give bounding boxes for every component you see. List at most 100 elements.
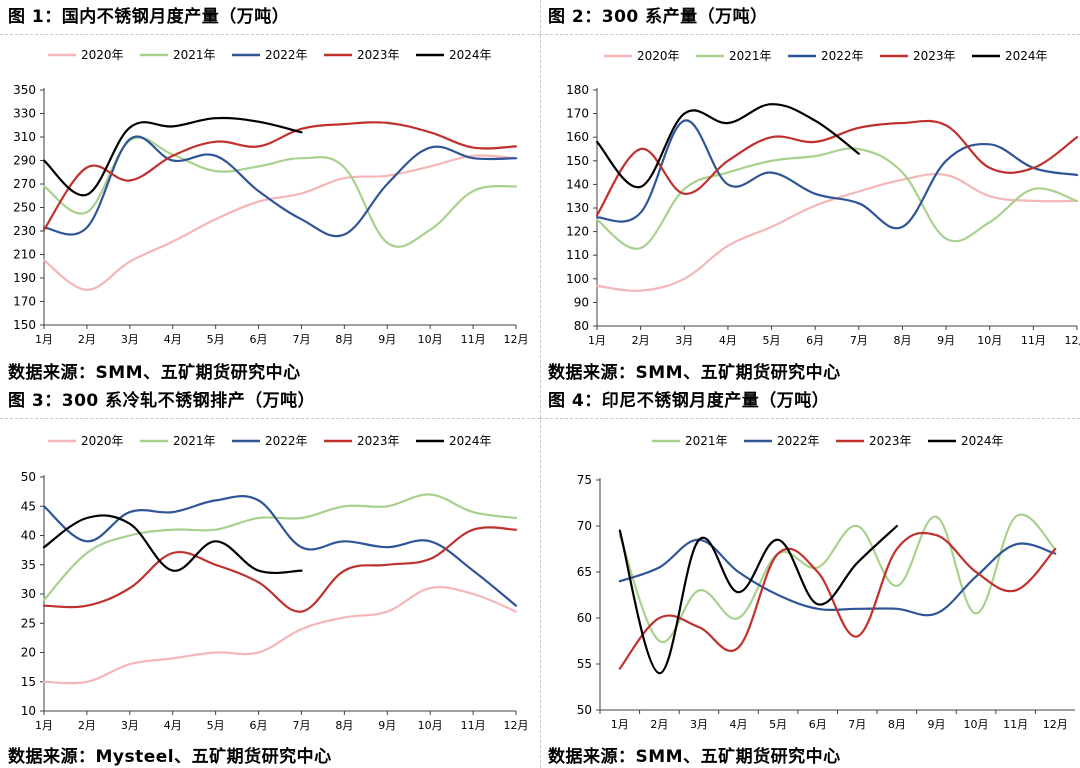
x-tick-label: 7月 <box>848 718 866 731</box>
x-tick-label: 3月 <box>121 719 139 732</box>
legend-label: 2024年 <box>449 434 492 448</box>
line-chart: 150 170 190 210 230 250 270 290 310 330 350 1月 2月 3月 4… <box>13 48 528 346</box>
y-tick-label: 25 <box>21 616 36 630</box>
x-tick-label: 3月 <box>121 333 139 346</box>
chart-panel-1: 图 1：国内不锈钢月度产量（万吨） 150 170 190 210 230 250 270 2… <box>0 0 540 384</box>
chart-source: 数据来源：SMM、五矿期货研究中心 <box>548 747 841 767</box>
y-tick-label: 120 <box>566 225 589 239</box>
legend-label: 2020年 <box>637 49 680 63</box>
x-tick-label: 6月 <box>250 719 268 732</box>
y-tick-label: 50 <box>577 703 592 717</box>
x-tick-label: 3月 <box>675 334 693 347</box>
x-tick-label: 10月 <box>418 719 443 732</box>
series-line-2021年 <box>42 136 518 248</box>
y-tick-label: 40 <box>21 529 36 543</box>
series-line-2022年 <box>42 135 518 238</box>
y-tick-label: 10 <box>21 704 36 718</box>
legend-label: 2022年 <box>821 49 864 63</box>
legend-label: 2023年 <box>913 49 956 63</box>
legend-label: 2023年 <box>869 434 912 448</box>
x-tick-label: 9月 <box>937 334 955 347</box>
x-tick-label: 4月 <box>730 718 748 731</box>
x-tick-label: 4月 <box>719 334 737 347</box>
series-line-2022年 <box>618 538 1057 617</box>
y-tick-label: 330 <box>13 107 36 121</box>
y-tick-label: 170 <box>566 107 589 121</box>
series-line-2023年 <box>42 526 518 613</box>
series-line-2023年 <box>42 121 518 231</box>
series-line-2021年 <box>618 513 1057 644</box>
x-tick-label: 12月 <box>504 719 529 732</box>
x-tick-label: 1月 <box>588 334 606 347</box>
chart-source: 数据来源：SMM、五矿期货研究中心 <box>8 363 301 383</box>
y-tick-label: 55 <box>577 657 592 671</box>
x-tick-label: 10月 <box>418 333 443 346</box>
x-tick-label: 7月 <box>292 719 310 732</box>
chart-panel-3: 图 3：300 系冷轧不锈钢排产（万吨） 10 15 20 25 30 35 40 45 50 1… <box>0 384 540 768</box>
y-tick-label: 230 <box>13 224 36 238</box>
x-tick-label: 11月 <box>1003 718 1028 731</box>
x-tick-label: 12月 <box>1043 718 1068 731</box>
x-tick-label: 12月 <box>1065 334 1080 347</box>
y-tick-label: 35 <box>21 558 36 572</box>
series-line-2024年 <box>618 524 898 675</box>
y-tick-label: 170 <box>13 295 36 309</box>
y-tick-label: 15 <box>21 675 36 689</box>
line-chart: 10 15 20 25 30 35 40 45 50 1月 2月 3月 4月 5月 6月 7月 8月 9月 10月 1… <box>21 434 529 732</box>
y-tick-label: 160 <box>566 130 589 144</box>
y-tick-label: 100 <box>566 272 589 286</box>
x-tick-label: 3月 <box>690 718 708 731</box>
x-tick-label: 1月 <box>35 719 53 732</box>
x-tick-label: 11月 <box>461 333 486 346</box>
series-line-2024年 <box>42 514 303 575</box>
y-tick-label: 75 <box>577 473 592 487</box>
x-tick-label: 5月 <box>763 334 781 347</box>
x-tick-label: 10月 <box>977 334 1002 347</box>
x-tick-label: 8月 <box>335 719 353 732</box>
x-tick-label: 4月 <box>164 333 182 346</box>
x-tick-label: 8月 <box>888 718 906 731</box>
x-tick-label: 1月 <box>35 333 53 346</box>
y-tick-label: 150 <box>13 318 36 332</box>
y-tick-label: 60 <box>577 611 592 625</box>
series-line-2023年 <box>595 119 1079 217</box>
series-line-2020年 <box>42 586 518 685</box>
x-tick-label: 7月 <box>850 334 868 347</box>
chart-title: 图 4：印尼不锈钢月度产量（万吨） <box>548 391 830 411</box>
x-tick-label: 5月 <box>207 333 225 346</box>
legend-label: 2021年 <box>729 49 772 63</box>
title-divider <box>0 34 540 35</box>
x-tick-label: 5月 <box>769 718 787 731</box>
legend-label: 2021年 <box>173 48 216 62</box>
y-tick-label: 180 <box>566 83 589 97</box>
y-tick-label: 190 <box>13 271 36 285</box>
series-line-2024年 <box>595 103 860 188</box>
y-tick-label: 270 <box>13 177 36 191</box>
x-tick-label: 9月 <box>927 718 945 731</box>
x-tick-label: 4月 <box>164 719 182 732</box>
legend-label: 2024年 <box>961 434 1004 448</box>
y-tick-label: 310 <box>13 130 36 144</box>
chart-title: 图 2：300 系产量（万吨） <box>548 7 768 27</box>
y-tick-label: 210 <box>13 248 36 262</box>
chart-title: 图 3：300 系冷轧不锈钢排产（万吨） <box>8 391 316 411</box>
y-tick-label: 45 <box>21 499 36 513</box>
chart-source: 数据来源：SMM、五矿期货研究中心 <box>548 363 841 383</box>
x-tick-label: 5月 <box>207 719 225 732</box>
y-tick-label: 50 <box>21 470 36 484</box>
x-tick-label: 11月 <box>461 719 486 732</box>
y-tick-label: 30 <box>21 587 36 601</box>
legend-label: 2022年 <box>265 434 308 448</box>
legend-label: 2022年 <box>265 48 308 62</box>
x-tick-label: 7月 <box>292 333 310 346</box>
y-tick-label: 65 <box>577 565 592 579</box>
chart-source: 数据来源：Mysteel、五矿期货研究中心 <box>8 747 332 767</box>
legend-label: 2022年 <box>777 434 820 448</box>
series-line-2021年 <box>42 493 518 601</box>
y-tick-label: 70 <box>577 519 592 533</box>
y-tick-label: 90 <box>574 295 589 309</box>
legend-label: 2023年 <box>357 48 400 62</box>
y-tick-label: 140 <box>566 177 589 191</box>
y-tick-label: 350 <box>13 83 36 97</box>
series-line-2021年 <box>595 147 1079 250</box>
